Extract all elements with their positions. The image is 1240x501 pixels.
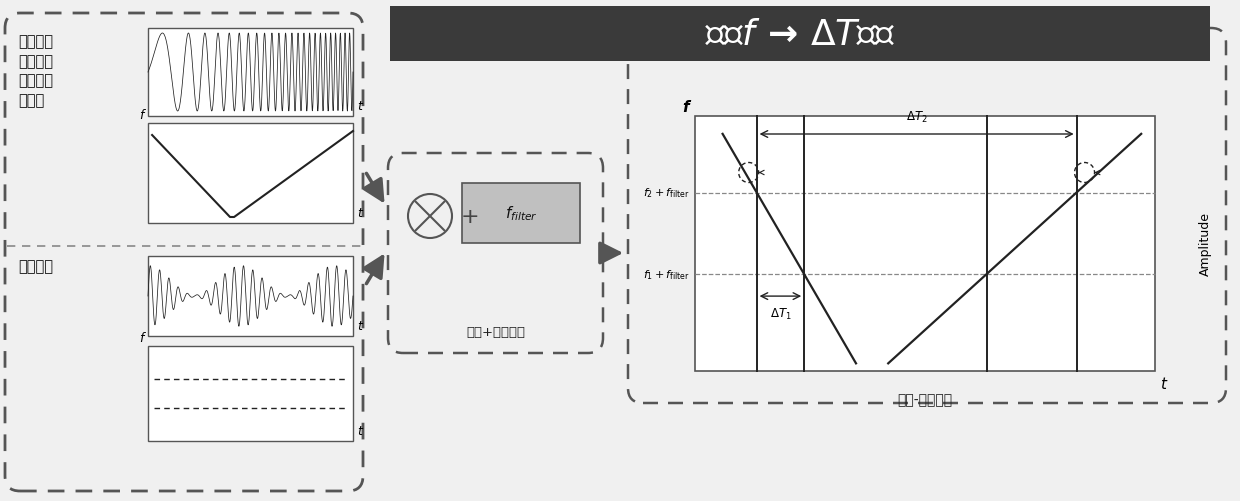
Text: 频率$f$ → $\Delta T$时间: 频率$f$ → $\Delta T$时间 xyxy=(704,18,895,52)
Text: $f_1+f_{\rm filter}$: $f_1+f_{\rm filter}$ xyxy=(644,268,689,282)
Text: 待测信号: 待测信号 xyxy=(19,259,53,274)
FancyBboxPatch shape xyxy=(694,117,1154,371)
Text: 混频+中频滤波: 混频+中频滤波 xyxy=(466,325,525,338)
Text: t: t xyxy=(1159,376,1166,391)
Text: +: + xyxy=(461,206,480,226)
Text: t: t xyxy=(357,424,362,437)
Text: Amplitude: Amplitude xyxy=(1199,212,1211,276)
FancyBboxPatch shape xyxy=(463,184,580,243)
FancyBboxPatch shape xyxy=(391,7,1210,62)
FancyBboxPatch shape xyxy=(148,257,353,336)
Text: 基于光电
振荡器的
微波本振
扫频源: 基于光电 振荡器的 微波本振 扫频源 xyxy=(19,34,53,108)
FancyBboxPatch shape xyxy=(148,29,353,117)
Text: $\Delta T_1$: $\Delta T_1$ xyxy=(770,307,791,322)
Text: f: f xyxy=(140,109,144,122)
Text: f: f xyxy=(682,100,689,115)
Text: t: t xyxy=(357,100,362,113)
Text: $f_2+f_{\rm filter}$: $f_2+f_{\rm filter}$ xyxy=(644,186,689,200)
Text: 频率-时间映射: 频率-时间映射 xyxy=(898,392,952,406)
FancyBboxPatch shape xyxy=(148,124,353,223)
FancyBboxPatch shape xyxy=(148,346,353,441)
Text: t: t xyxy=(357,206,362,219)
Text: f: f xyxy=(140,331,144,344)
Text: $f_{\mathit{filter}}$: $f_{\mathit{filter}}$ xyxy=(505,204,537,223)
Text: $\Delta T_2$: $\Delta T_2$ xyxy=(905,110,928,125)
Text: t: t xyxy=(357,319,362,332)
